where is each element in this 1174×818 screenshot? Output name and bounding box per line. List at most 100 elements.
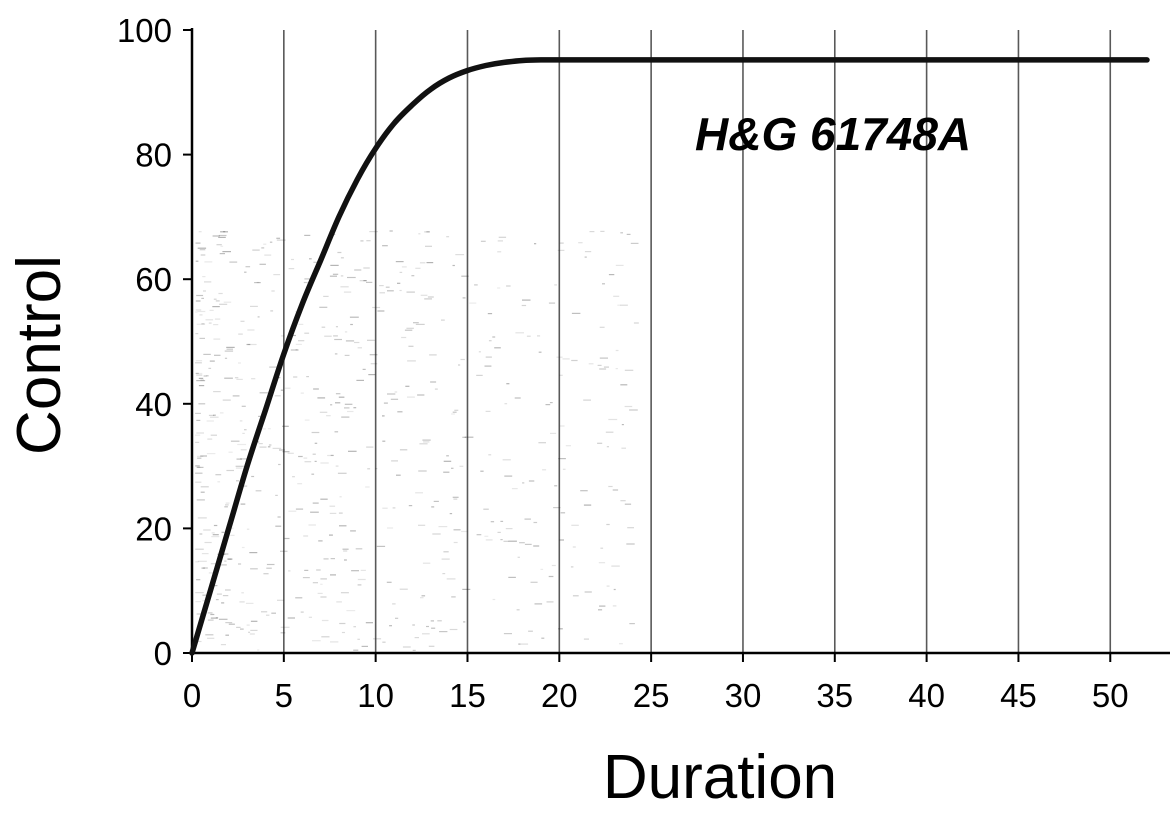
noise-speck [572,595,579,597]
noise-speck [239,601,245,603]
noise-speck [303,281,308,284]
x-tick-label: 35 [816,677,853,714]
noise-speck [195,372,199,374]
noise-speck [197,560,207,562]
noise-speck [196,419,201,421]
noise-speck [480,470,484,472]
noise-speck [599,605,606,607]
noise-speck [308,616,312,618]
noise-speck [263,243,267,245]
noise-speck [446,578,456,580]
noise-speck [478,351,481,353]
noise-speck [606,523,610,526]
noise-speck [392,507,396,509]
noise-speck [584,251,592,253]
noise-speck [304,332,310,334]
noise-speck [476,534,482,536]
noise-speck [427,296,434,298]
noise-speck [540,568,544,570]
noise-speck [562,358,570,360]
noise-speck [357,578,366,581]
noise-speck [197,517,207,519]
noise-speck [620,232,623,234]
noise-speck [498,236,507,238]
noise-speck [275,525,282,527]
noise-speck [402,646,411,648]
noise-speck [295,508,304,510]
noise-speck [214,354,221,356]
noise-speck [254,282,261,284]
noise-speck [198,231,202,233]
noise-speck [484,365,492,367]
noise-speck [269,366,278,368]
noise-speck [202,594,210,596]
noise-speck [321,636,330,638]
noise-speck [418,470,427,472]
noise-speck [558,628,563,630]
noise-speck [230,527,234,529]
noise-speck [484,535,489,537]
noise-speck [492,336,496,338]
noise-speck [236,378,243,380]
noise-speck [350,323,353,326]
noise-speck [287,617,295,619]
noise-speck [330,558,335,560]
gridlines [283,30,1112,653]
noise-speck [382,415,385,417]
noise-speck [387,290,394,292]
noise-speck [228,558,232,560]
noise-speck [458,364,461,366]
noise-speck [195,309,202,311]
noise-speck [255,490,262,492]
noise-speck [434,388,438,390]
noise-speck [291,258,294,261]
noise-speck [280,335,285,337]
noise-speck [383,402,388,404]
noise-speck [269,241,273,243]
noise-speck [277,377,281,379]
noise-speck [571,312,581,314]
noise-speck [225,504,229,506]
noise-speck [492,598,496,601]
noise-speck [612,489,619,491]
noise-speck [426,625,429,628]
noise-speck [267,446,271,448]
noise-speck [200,379,204,381]
x-tick-label: 15 [449,677,486,714]
noise-speck [215,617,219,619]
noise-speck [432,533,441,535]
noise-speck [250,568,258,570]
noise-speck [212,534,219,536]
noise-speck [411,275,415,277]
noise-speck [304,278,311,280]
noise-speck [369,354,378,356]
noise-speck [418,524,426,526]
noise-speck [613,295,620,297]
noise-speck [425,245,432,247]
noise-speck [237,443,247,446]
noise-speck [426,262,434,264]
background-texture [195,230,639,651]
noise-speck [200,486,209,488]
noise-speck [195,548,204,550]
noise-speck [382,507,388,509]
noise-speck [195,640,202,643]
noise-speck [538,442,546,444]
noise-speck [497,251,502,253]
noise-speck [323,295,329,297]
noise-speck [422,439,431,441]
noise-speck [249,552,258,554]
noise-speck [624,405,633,408]
noise-speck [340,286,349,288]
noise-speck [541,637,545,639]
noise-speck [205,634,214,636]
noise-speck [365,486,370,488]
noise-speck [196,466,204,468]
noise-speck [629,623,635,625]
noise-speck [236,480,239,482]
noise-speck [360,569,366,571]
noise-speck [195,561,199,563]
noise-speck [227,558,233,560]
noise-speck [437,620,442,622]
noise-speck [252,249,260,251]
